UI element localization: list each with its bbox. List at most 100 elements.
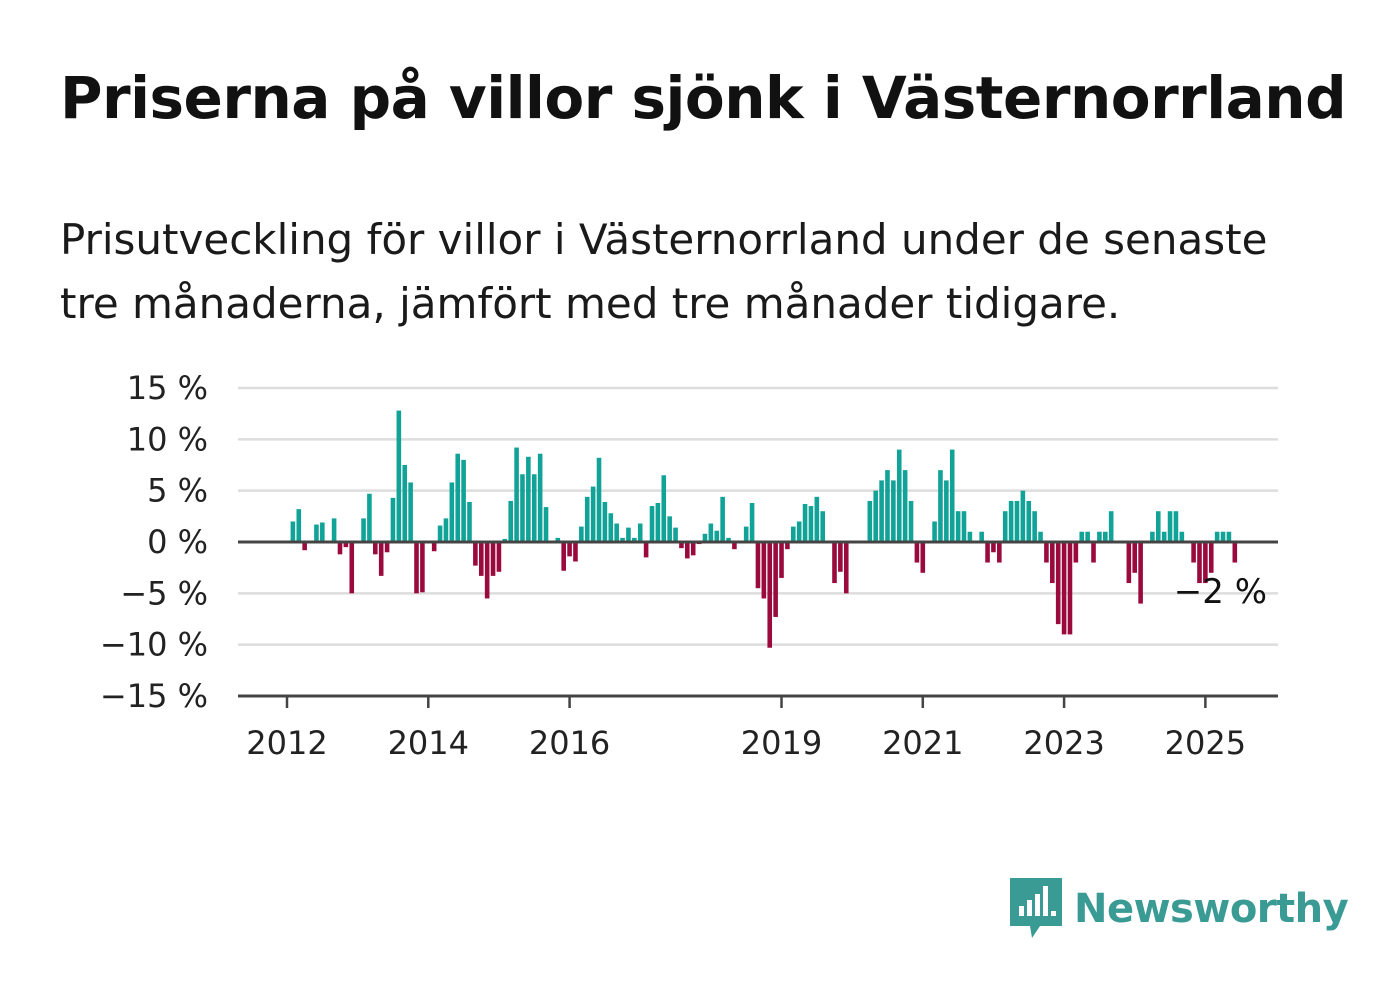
bar — [402, 465, 408, 542]
bar — [808, 506, 814, 542]
bar — [1179, 531, 1185, 542]
bar — [1055, 542, 1061, 625]
bar — [1067, 542, 1073, 635]
bar — [343, 542, 349, 548]
bar — [626, 527, 631, 542]
bar — [437, 525, 443, 542]
newsworthy-logo: Newsworthy — [1010, 878, 1349, 940]
bar — [561, 542, 566, 571]
bar — [796, 521, 802, 542]
bar — [1002, 511, 1008, 542]
bar — [726, 537, 731, 542]
bar — [1032, 511, 1037, 542]
bar — [590, 486, 596, 542]
x-tick-label: 2016 — [529, 724, 610, 762]
bar — [761, 542, 767, 599]
last-value-label: −2 % — [1174, 572, 1267, 612]
bar — [979, 531, 984, 542]
bar — [1191, 542, 1196, 563]
bar — [290, 521, 296, 542]
bar — [944, 480, 949, 542]
bar — [449, 482, 455, 542]
bar — [473, 542, 478, 566]
page-title: Priserna på villor sjönk i Västernorrlan… — [60, 64, 1347, 132]
bar — [502, 538, 508, 542]
bar — [814, 496, 820, 542]
x-tick-label: 2025 — [1165, 724, 1246, 762]
bar — [1103, 531, 1108, 542]
bar — [531, 474, 537, 542]
bar — [949, 449, 955, 542]
bars — [290, 410, 1238, 648]
bar — [1097, 531, 1102, 542]
bar — [1038, 531, 1043, 542]
bar — [467, 501, 472, 542]
bar — [1020, 490, 1026, 542]
bar — [620, 537, 625, 542]
x-tick-label: 2019 — [741, 724, 822, 762]
bar — [743, 526, 749, 542]
bar — [1214, 531, 1220, 542]
bar — [873, 490, 878, 542]
bar — [461, 459, 466, 542]
x-tick-label: 2014 — [388, 724, 469, 762]
bar — [1138, 542, 1143, 604]
bar — [1126, 542, 1132, 584]
bar — [478, 542, 484, 576]
bar — [378, 542, 384, 576]
bar — [779, 542, 784, 578]
bar — [1073, 542, 1079, 563]
bar — [1091, 542, 1096, 563]
bar — [455, 453, 461, 542]
bar — [520, 474, 525, 542]
bar — [526, 456, 531, 542]
bar — [1008, 500, 1014, 542]
y-axis-ticks: 15 % 10 % 5 % 0 % −5 % −10 % −15 % — [100, 369, 208, 715]
bar — [643, 542, 649, 558]
x-tick-label: 2021 — [882, 724, 963, 762]
bar — [896, 449, 902, 542]
bar — [584, 496, 590, 542]
bar — [1203, 542, 1208, 584]
bar — [337, 542, 343, 555]
x-tick-label: 2012 — [246, 724, 327, 762]
bar — [1220, 531, 1226, 542]
bar — [891, 480, 896, 542]
bar — [1150, 531, 1155, 542]
bar — [955, 511, 961, 542]
bar — [637, 523, 643, 542]
bar — [496, 542, 502, 572]
bar — [314, 524, 319, 542]
bar-chart: 15 %10 %5 %0 %−5 %−10 %−15 % 2012 2014 201… — [100, 369, 1278, 762]
bar — [1167, 511, 1173, 542]
bar — [867, 500, 873, 542]
bar — [302, 542, 307, 551]
bar — [902, 470, 908, 542]
axes — [238, 540, 1278, 698]
y-tick-label: 10 % — [127, 420, 208, 458]
bar — [443, 518, 449, 542]
bar — [1085, 531, 1090, 542]
bar — [991, 542, 996, 553]
bar — [767, 542, 773, 648]
bar — [838, 542, 843, 572]
bar — [1061, 542, 1067, 635]
bar — [537, 453, 543, 542]
bar — [1173, 511, 1179, 542]
bar — [732, 542, 737, 550]
bar — [361, 518, 366, 542]
bar — [932, 521, 937, 542]
bar — [690, 542, 696, 556]
bar — [431, 542, 437, 552]
bar — [296, 509, 302, 542]
brand-name: Newsworthy — [1074, 886, 1349, 932]
bar — [843, 542, 849, 594]
bar — [673, 527, 678, 542]
bar — [1161, 531, 1167, 542]
bar — [414, 542, 419, 594]
bar — [408, 482, 413, 542]
bar — [543, 507, 549, 542]
bar — [997, 542, 1002, 563]
bar — [1155, 511, 1161, 542]
page-subtitle: Prisutveckling för villor i Västernorrla… — [60, 215, 1268, 328]
